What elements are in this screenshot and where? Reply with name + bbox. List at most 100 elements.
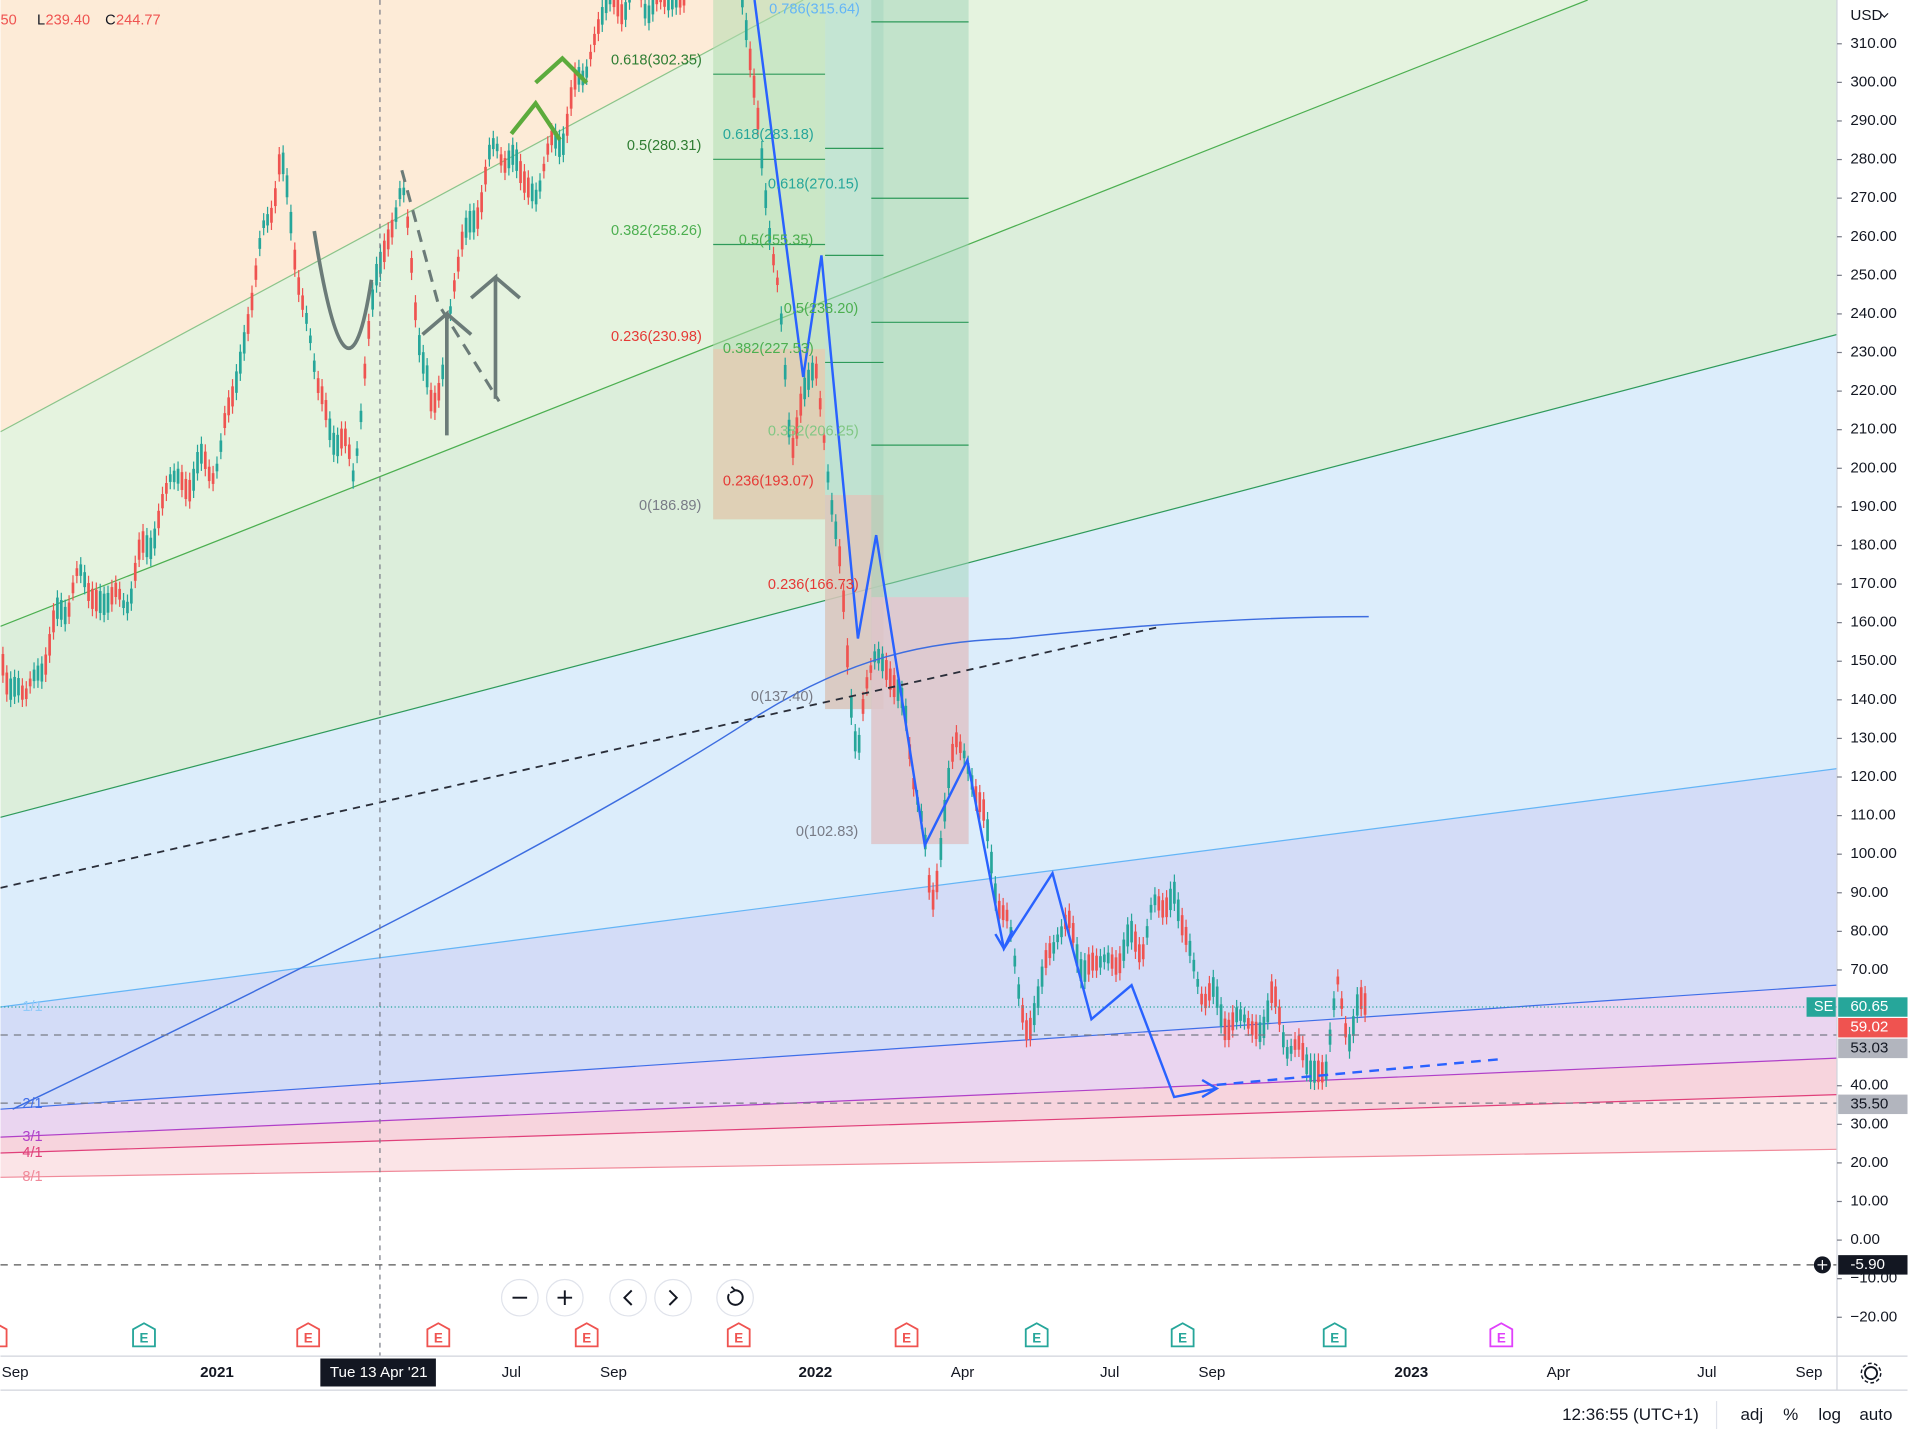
earnings-marker[interactable]: [1322, 1322, 1347, 1348]
candle-body: [59, 600, 63, 620]
candle-body: [616, 0, 620, 17]
candle-body: [274, 188, 277, 207]
candle-body: [157, 510, 160, 529]
candle-body: [437, 382, 441, 401]
price-tick-label: 200.00: [1850, 459, 1896, 476]
candle-body: [375, 263, 378, 286]
price-tick-label: 70.00: [1850, 961, 1888, 978]
scale-button[interactable]: adj: [1740, 1405, 1763, 1424]
candle-body: [1266, 1000, 1270, 1023]
time-label: 2021: [200, 1364, 234, 1381]
price-tick-label: 30.00: [1850, 1115, 1888, 1132]
candle-body: [1048, 943, 1052, 959]
candle-body: [223, 413, 227, 428]
candle-body: [114, 582, 118, 598]
candle-body: [799, 393, 803, 416]
candle-body: [608, 0, 612, 5]
earnings-marker[interactable]: [0, 1323, 8, 1348]
candle-body: [1348, 1034, 1351, 1052]
candle-body: [1324, 1061, 1328, 1080]
candle-body: [503, 158, 507, 173]
candle-body: [620, 4, 624, 25]
fib-label: 0.5(255.35): [739, 233, 814, 249]
candle-body: [1344, 1023, 1347, 1038]
earnings-marker[interactable]: [894, 1322, 919, 1348]
candle-body: [297, 277, 301, 295]
candle-body: [573, 69, 577, 90]
candle-body: [406, 216, 410, 228]
ohlc-low-label: L: [37, 13, 45, 29]
earnings-marker[interactable]: [1024, 1322, 1049, 1348]
candle-body: [1013, 955, 1017, 967]
scale-button[interactable]: %: [1783, 1405, 1798, 1424]
earnings-marker[interactable]: [426, 1322, 451, 1348]
earnings-marker[interactable]: [1170, 1322, 1195, 1348]
candle-body: [1231, 1012, 1235, 1031]
reset-button[interactable]: [716, 1278, 754, 1317]
candle-body: [791, 437, 795, 458]
candle-body: [877, 648, 880, 664]
earnings-marker[interactable]: [726, 1322, 751, 1348]
candle-body: [75, 568, 79, 576]
candle-body: [628, 0, 631, 3]
fib-label: 0.618(270.15): [768, 177, 859, 193]
fib-label: 0.786(315.64): [769, 2, 860, 18]
fib-label: 0(137.40): [751, 689, 813, 705]
candle-body: [1118, 953, 1122, 974]
candle-body: [1278, 1006, 1281, 1025]
plot: 0.786(315.64) 0.618(302.35) 0.5(280.31) 0.3…: [0, 0, 1837, 1357]
scale-button[interactable]: auto: [1859, 1405, 1892, 1424]
candle-body: [1293, 1039, 1297, 1050]
candle-body: [978, 792, 982, 813]
scroll-left-button[interactable]: [609, 1278, 647, 1317]
candle-body: [1145, 926, 1149, 938]
clock: 12:36:55 (UTC+1): [1562, 1405, 1699, 1424]
zoom-out-button[interactable]: [500, 1278, 539, 1317]
candle-body: [231, 386, 234, 407]
candle-body: [1270, 981, 1274, 1003]
time-label: Apr: [1547, 1364, 1571, 1381]
candle-body: [818, 398, 822, 410]
candle-body: [990, 851, 993, 874]
candle-body: [1134, 931, 1137, 952]
time-label: Apr: [951, 1364, 975, 1381]
scale-button[interactable]: log: [1818, 1405, 1841, 1424]
candle-body: [21, 685, 24, 700]
earnings-marker[interactable]: [132, 1322, 156, 1348]
earnings-marker[interactable]: [574, 1322, 599, 1348]
earnings-marker[interactable]: [296, 1322, 321, 1348]
candle-body: [795, 417, 799, 439]
candle-body: [1305, 1054, 1309, 1075]
candle-body: [285, 175, 289, 198]
candle-body: [982, 799, 986, 821]
candle-body: [1192, 959, 1196, 972]
price-tick-label: 190.00: [1850, 498, 1896, 515]
candle-body: [215, 463, 219, 472]
candle-body: [460, 231, 464, 250]
candle-body: [811, 362, 814, 381]
candle-body: [1262, 1016, 1266, 1039]
candle-body: [238, 351, 242, 374]
candle-body: [32, 669, 36, 682]
fib-label: 0(102.83): [796, 824, 858, 840]
zoom-in-button[interactable]: [545, 1278, 584, 1317]
currency-label[interactable]: USD: [1850, 7, 1882, 24]
candle-body: [994, 883, 997, 904]
candle-body: [1317, 1060, 1320, 1083]
scroll-right-button[interactable]: [654, 1278, 692, 1317]
price-tick-label: 280.00: [1850, 151, 1896, 168]
price-badge: [1838, 1255, 1908, 1275]
candle-body: [1188, 940, 1192, 956]
earnings-marker[interactable]: [1489, 1322, 1514, 1348]
candle-body: [912, 777, 915, 790]
candle-body: [655, 0, 659, 5]
fan-label: 2/1: [22, 1096, 42, 1112]
candle-body: [246, 314, 250, 334]
candle-body: [943, 799, 947, 822]
settings-button[interactable]: [1860, 1362, 1882, 1384]
candle-body: [344, 428, 347, 447]
ohlc-close: 244.77: [116, 13, 161, 29]
ohlc-close-label: C: [105, 13, 116, 29]
candle-body: [1032, 1003, 1036, 1026]
candle-body: [9, 678, 13, 700]
